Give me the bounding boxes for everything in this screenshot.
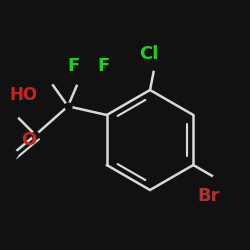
Text: O: O — [21, 131, 36, 149]
Text: HO: HO — [10, 86, 38, 104]
Text: F: F — [68, 57, 80, 75]
Text: Cl: Cl — [139, 45, 158, 63]
Text: F: F — [98, 57, 110, 75]
Text: Br: Br — [198, 187, 220, 205]
